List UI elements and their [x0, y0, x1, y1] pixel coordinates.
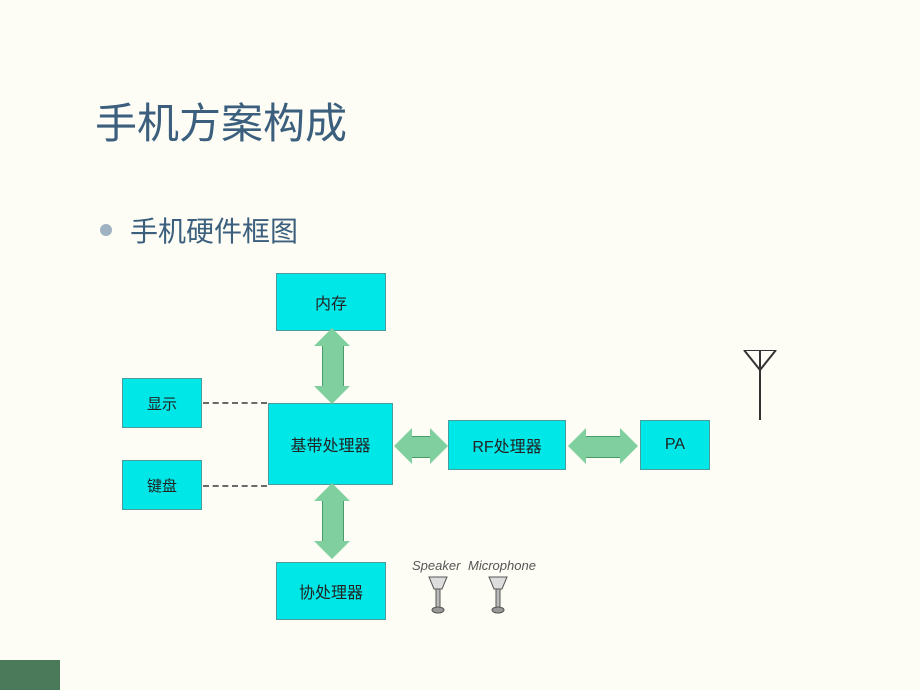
- label-speaker: Speaker: [412, 558, 460, 573]
- corner-accent: [0, 660, 60, 690]
- node-memory: 内存: [276, 273, 386, 331]
- hardware-diagram: 内存 显示 键盘 基带处理器 RF处理器 PA 协处理器 Speaker Mic…: [0, 0, 920, 690]
- node-baseband: 基带处理器: [268, 403, 393, 485]
- node-pa: PA: [640, 420, 710, 470]
- arrow-memory-baseband: [322, 345, 344, 387]
- speaker-icon: [425, 575, 451, 615]
- node-rf: RF处理器: [448, 420, 566, 470]
- dash-display-baseband: [203, 402, 267, 404]
- dash-keyboard-baseband: [203, 485, 267, 487]
- microphone-icon: [485, 575, 511, 615]
- arrow-rf-pa: [585, 436, 621, 458]
- arrow-baseband-rf: [411, 436, 431, 458]
- arrow-baseband-coproc: [322, 500, 344, 542]
- label-microphone: Microphone: [468, 558, 536, 573]
- antenna-icon: [740, 350, 780, 420]
- node-keyboard: 键盘: [122, 460, 202, 510]
- node-coprocessor: 协处理器: [276, 562, 386, 620]
- node-display: 显示: [122, 378, 202, 428]
